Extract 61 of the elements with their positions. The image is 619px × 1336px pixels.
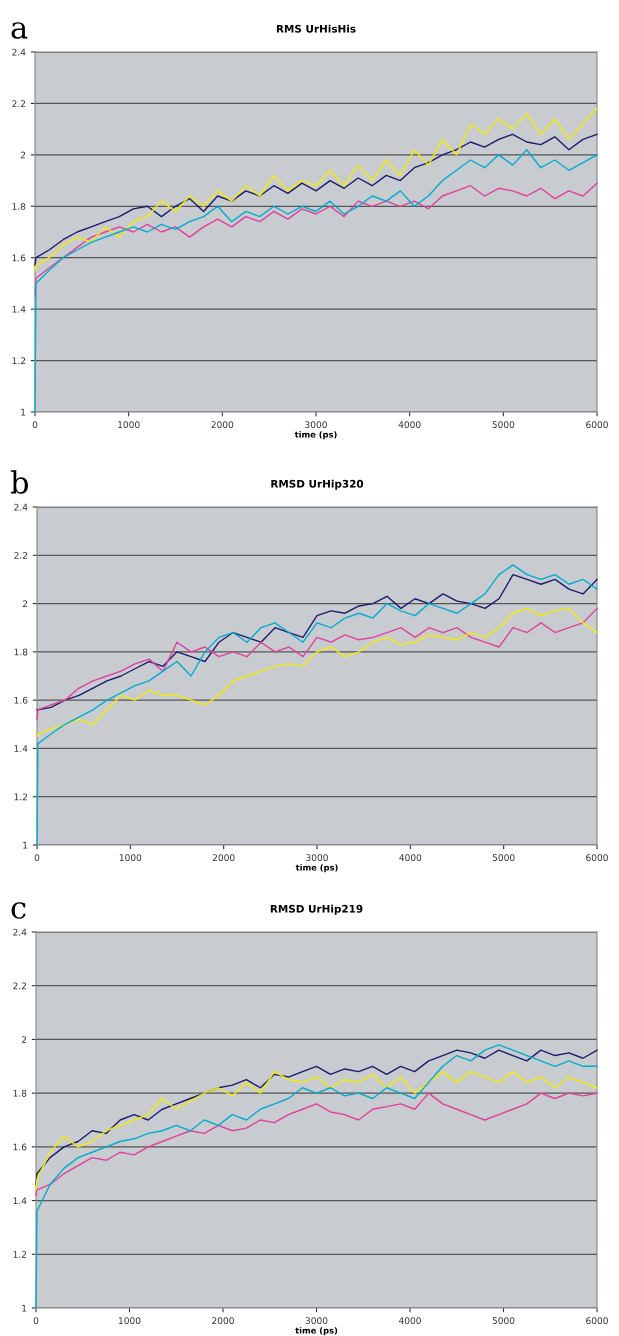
x-tick-label: 1000	[119, 854, 142, 862]
y-tick-label: 1.4	[13, 1197, 27, 1204]
x-axis-title: time (ps)	[294, 431, 337, 440]
line-series	[35, 1070, 598, 1191]
y-tick-label: 1.2	[13, 1251, 27, 1258]
y-tick-label: 1.2	[12, 357, 26, 364]
x-tick-label: 6000	[586, 421, 608, 429]
x-axis-title: time (ps)	[295, 864, 338, 873]
x-tick-label: 2000	[211, 421, 234, 429]
y-tick-label: 2	[20, 151, 26, 159]
line-series	[35, 1092, 598, 1196]
x-tick-label: 4000	[398, 1317, 421, 1325]
x-tick-label: 5000	[492, 421, 515, 429]
x-tick-label: 6000	[586, 854, 608, 862]
y-tick-label: 2.2	[14, 552, 28, 559]
x-tick-label: 4000	[399, 854, 422, 862]
line-series	[34, 107, 598, 272]
y-tick-label: 1.4	[12, 305, 26, 313]
x-tick-label: 2000	[212, 854, 235, 862]
y-tick-label: 1.6	[12, 254, 26, 262]
text: c	[11, 902, 26, 919]
chart-title: RMSD UrHip320	[271, 479, 364, 490]
line-series	[34, 133, 598, 267]
y-tick-label: 1.4	[14, 745, 28, 752]
y-tick-label: 1.8	[13, 1089, 27, 1097]
x-tick-label: 3000	[305, 421, 327, 429]
x-axis-title: time (ps)	[295, 1327, 338, 1336]
text: a	[11, 22, 28, 39]
chart-title: RMS UrHisHis	[276, 24, 356, 33]
line-series	[34, 182, 598, 297]
y-tick-label: 1.8	[12, 203, 26, 210]
y-tick-label: 1.6	[13, 1143, 27, 1151]
y-tick-label: 1.6	[14, 696, 28, 704]
line-series	[36, 573, 598, 711]
y-tick-label: 2.4	[13, 928, 27, 936]
y-tick-label: 2.2	[13, 982, 27, 990]
y-tick-label: 2.4	[12, 48, 26, 56]
chart-title: RMSD UrHip219	[270, 904, 363, 915]
x-tick-label: 3000	[305, 1317, 328, 1325]
y-tick-label: 1	[23, 841, 28, 849]
x-tick-label: 6000	[586, 1317, 608, 1325]
y-tick-label: 2.4	[14, 503, 28, 511]
x-tick-label: 1000	[119, 1317, 141, 1325]
x-tick-label: 5000	[492, 1317, 515, 1325]
x-tick-label: 1000	[118, 421, 140, 429]
y-tick-label: 2	[21, 1036, 27, 1043]
y-tick-label: 1	[22, 1304, 27, 1312]
y-tick-label: 2	[22, 600, 28, 607]
x-tick-label: 0	[32, 421, 38, 429]
line-series	[35, 1049, 598, 1186]
x-tick-label: 3000	[306, 854, 328, 862]
y-tick-label: 1.8	[14, 648, 28, 656]
y-tick-label: 1.2	[14, 793, 28, 801]
x-tick-label: 0	[33, 1317, 39, 1325]
x-tick-label: 5000	[492, 854, 515, 862]
x-tick-label: 0	[34, 854, 40, 862]
x-tick-label: 2000	[212, 1317, 234, 1325]
y-tick-label: 1	[21, 408, 26, 416]
text: b	[10, 470, 29, 494]
y-tick-label: 2.2	[12, 100, 26, 107]
x-tick-label: 4000	[398, 421, 421, 429]
